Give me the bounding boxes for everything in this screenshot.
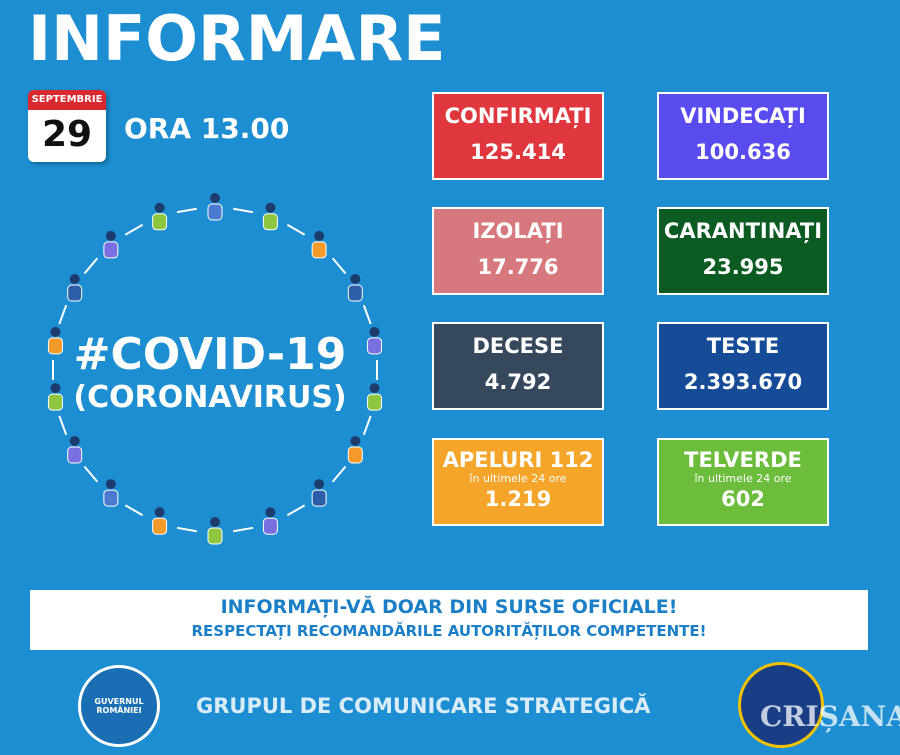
arrow	[286, 223, 306, 236]
person-head	[154, 507, 165, 518]
logo-government: GUVERNUL ROMÂNIEI	[78, 665, 160, 747]
person-head	[210, 517, 220, 527]
stat-value: 1.219	[484, 487, 552, 511]
person-body	[347, 284, 363, 302]
arrow	[233, 207, 254, 214]
title: INFORMARE	[28, 2, 446, 75]
person-head	[105, 230, 116, 241]
banner: INFORMAȚI-VĂ DOAR DIN SURSE OFICIALE! RE…	[30, 590, 868, 650]
person-body	[367, 337, 383, 355]
arrow	[176, 207, 197, 214]
stat-box: APELURI 112 în ultimele 24 ore 1.219	[432, 438, 604, 526]
person-body	[67, 446, 83, 464]
person-head	[50, 326, 61, 337]
stat-label: CONFIRMAȚI	[444, 104, 592, 128]
arrow	[362, 415, 372, 436]
person-head	[369, 383, 380, 394]
arrow	[124, 223, 144, 236]
hashtag-title: #COVID-19	[73, 329, 347, 380]
person-body	[347, 446, 363, 464]
stat-label: IZOLAȚI	[472, 219, 564, 243]
person-body	[207, 527, 223, 545]
stat-box: DECESE 4.792	[432, 322, 604, 410]
stat-label: TESTE	[706, 334, 780, 358]
person-body	[103, 489, 119, 507]
person-head	[50, 383, 61, 394]
stat-label: DECESE	[472, 334, 564, 358]
person-body	[311, 489, 327, 507]
stat-value: 125.414	[470, 140, 566, 164]
stat-box: CARANTINAȚI 23.995	[657, 207, 829, 295]
arrow	[362, 304, 372, 325]
stat-note: în ultimele 24 ore	[469, 472, 567, 485]
person-body	[47, 337, 63, 355]
stat-box: IZOLAȚI 17.776	[432, 207, 604, 295]
stat-value: 602	[721, 487, 765, 511]
arrow	[331, 257, 347, 275]
person-head	[69, 274, 80, 284]
calendar: SEPTEMBRIE 29	[28, 90, 106, 162]
person-body	[152, 213, 168, 231]
person-body	[103, 241, 119, 259]
arrow	[331, 465, 347, 483]
calendar-month: SEPTEMBRIE	[28, 90, 106, 110]
stat-value: 23.995	[702, 255, 784, 279]
stat-value: 100.636	[695, 140, 791, 164]
person-body	[152, 517, 168, 535]
stat-label: CARANTINAȚI	[663, 219, 823, 243]
arrow	[83, 257, 99, 275]
people-ring	[47, 193, 383, 545]
person-head	[350, 274, 361, 284]
stat-value: 4.792	[484, 370, 552, 394]
person-head	[265, 507, 276, 518]
stat-label: VINDECAȚI	[680, 104, 806, 128]
footer-text: GRUPUL DE COMUNICARE STRATEGICĂ	[196, 694, 651, 718]
person-body	[311, 241, 327, 259]
arrow	[176, 526, 197, 533]
person-body	[207, 203, 223, 221]
arrow	[233, 526, 254, 533]
watermark: CRIȘANA	[760, 700, 900, 733]
stat-label: APELURI 112	[442, 448, 594, 472]
hashtag: #COVID-19 (CORONAVIRUS)	[60, 330, 360, 416]
person-head	[314, 479, 325, 490]
person-head	[210, 193, 220, 203]
person-head	[350, 436, 361, 446]
stat-note: în ultimele 24 ore	[694, 472, 792, 485]
time: ORA 13.00	[124, 112, 290, 145]
stat-label: TELVERDE	[684, 448, 802, 472]
person-head	[265, 202, 276, 213]
person-head	[154, 202, 165, 213]
stat-box: TESTE 2.393.670	[657, 322, 829, 410]
arrow	[124, 504, 144, 517]
stat-box: VINDECAȚI 100.636	[657, 92, 829, 180]
arrow	[58, 415, 68, 436]
banner-line1: INFORMAȚI-VĂ DOAR DIN SURSE OFICIALE!	[220, 596, 678, 618]
stat-box: TELVERDE în ultimele 24 ore 602	[657, 438, 829, 526]
banner-line2: RESPECTAȚI RECOMANDĂRILE AUTORITĂȚILOR C…	[191, 622, 707, 640]
arrow	[58, 304, 68, 325]
person-body	[262, 517, 278, 535]
person-head	[369, 326, 380, 337]
hashtag-subtitle: (CORONAVIRUS)	[73, 380, 347, 415]
person-body	[262, 213, 278, 231]
person-head	[314, 230, 325, 241]
arrow	[83, 465, 99, 483]
arrow	[286, 504, 306, 517]
stat-value: 17.776	[477, 255, 559, 279]
person-body	[47, 393, 63, 411]
stat-box: CONFIRMAȚI 125.414	[432, 92, 604, 180]
logo-emergency	[738, 662, 824, 748]
person-body	[67, 284, 83, 302]
person-head	[69, 436, 80, 446]
stat-value: 2.393.670	[683, 370, 803, 394]
person-head	[105, 479, 116, 490]
person-body	[367, 393, 383, 411]
calendar-day: 29	[41, 114, 93, 155]
